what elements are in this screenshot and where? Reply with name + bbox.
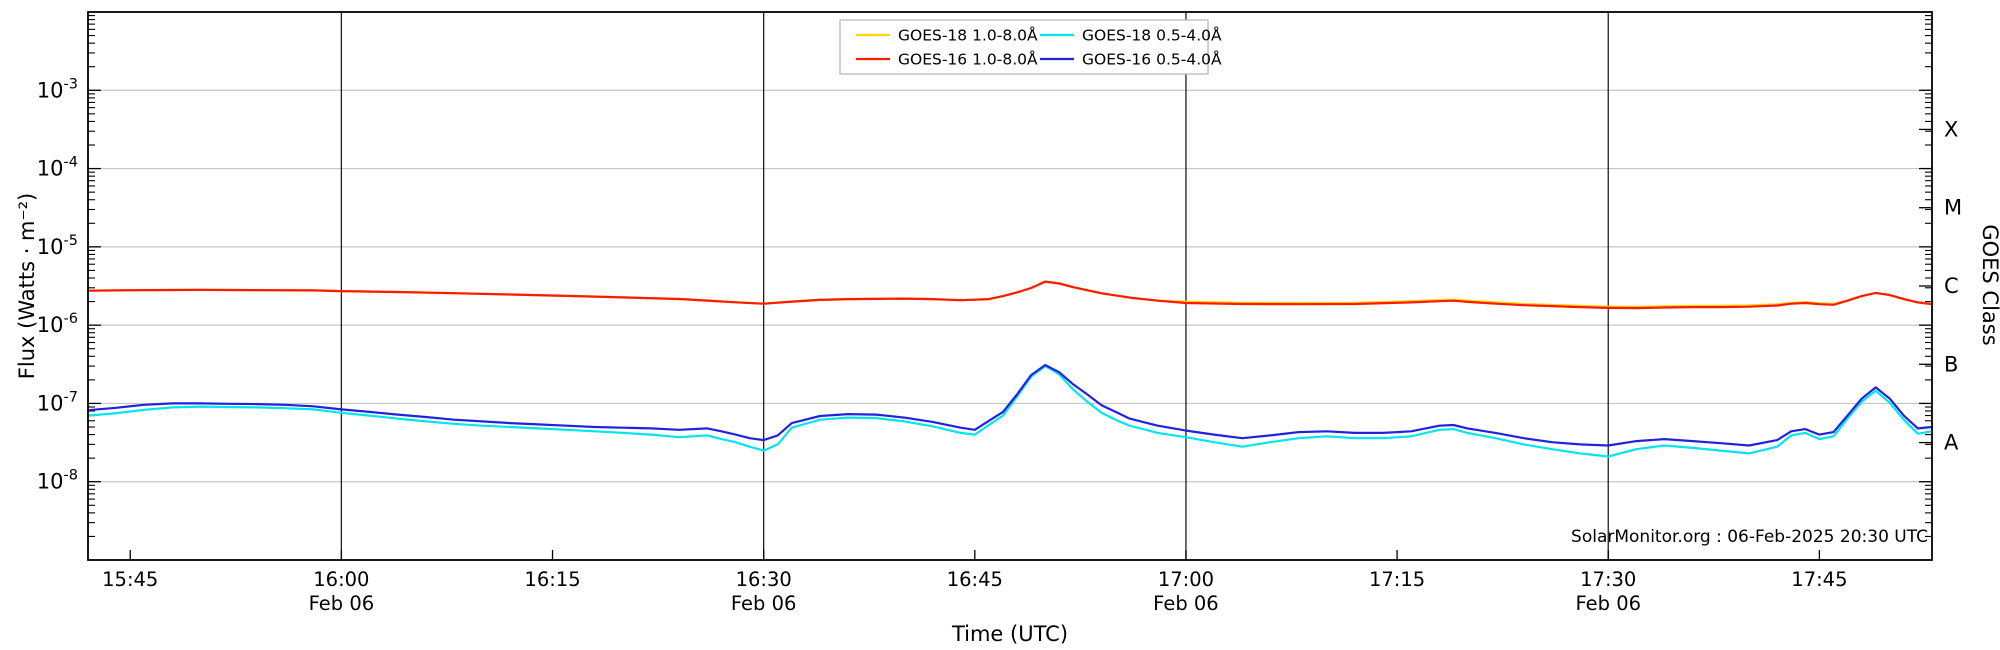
x-tick-label: 15:45 xyxy=(102,568,158,591)
x-axis-label: Time (UTC) xyxy=(951,622,1069,646)
goes-class-label: A xyxy=(1944,431,1959,455)
legend-entry-label: GOES-16 1.0-8.0Å xyxy=(898,50,1038,69)
x-tick-date-label: Feb 06 xyxy=(731,592,797,615)
y-tick-label: 10-6 xyxy=(37,311,78,337)
goes-class-label: B xyxy=(1944,352,1958,376)
x-tick-label: 16:45 xyxy=(947,568,1003,591)
y-tick-label: 10-7 xyxy=(37,389,78,415)
x-tick-date-label: Feb 06 xyxy=(309,592,375,615)
series-GOES-18 0.5-4.0Å xyxy=(86,365,1934,458)
legend-entry-label: GOES-18 1.0-8.0Å xyxy=(898,26,1038,45)
y-tick-label: 10-8 xyxy=(37,468,78,494)
y-tick-label: 10-4 xyxy=(37,155,78,181)
plot-frame xyxy=(87,11,1933,561)
source-annotation: SolarMonitor.org : 06-Feb-2025 20:30 UTC xyxy=(1571,527,1928,547)
x-tick-date-label: Feb 06 xyxy=(1575,592,1641,615)
goes-class-label: M xyxy=(1944,196,1962,220)
legend-box xyxy=(839,19,1209,75)
x-tick-label: 16:30 xyxy=(736,568,792,591)
y-tick-label: 10-3 xyxy=(37,76,78,102)
goes-class-label: X xyxy=(1944,117,1958,141)
x-tick-label: 16:00 xyxy=(313,568,369,591)
x-tick-label: 17:15 xyxy=(1369,568,1425,591)
x-tick-label: 17:45 xyxy=(1791,568,1847,591)
x-tick-label: 16:15 xyxy=(524,568,580,591)
x-tick-date-label: Feb 06 xyxy=(1153,592,1219,615)
series-GOES-16 0.5-4.0Å xyxy=(86,363,1934,447)
x-tick-label: 17:30 xyxy=(1580,568,1636,591)
series-GOES-16 1.0-8.0Å xyxy=(86,280,1934,310)
legend-entry-label: GOES-16 0.5-4.0Å xyxy=(1082,50,1222,69)
y-axis-label: Flux (Watts · m⁻²) xyxy=(15,192,39,380)
goes-class-label: C xyxy=(1944,274,1959,298)
x-tick-label: 17:00 xyxy=(1158,568,1214,591)
right-axis-label: GOES Class xyxy=(1978,224,2000,346)
y-tick-label: 10-5 xyxy=(37,233,78,259)
legend-entry-label: GOES-18 0.5-4.0Å xyxy=(1082,26,1222,45)
